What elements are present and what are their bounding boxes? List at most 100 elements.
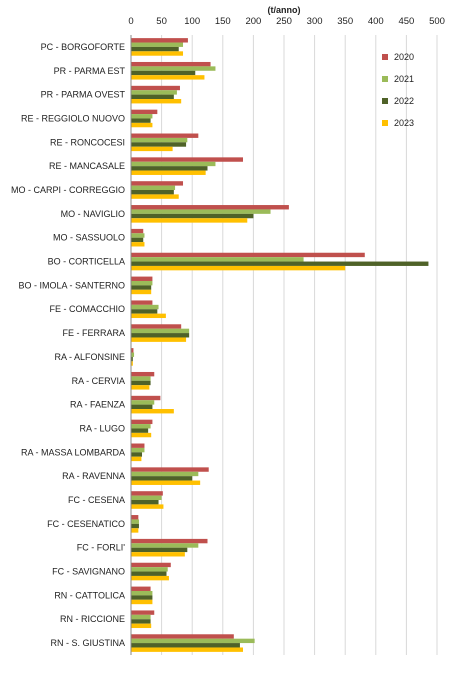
bar-2022 [131, 213, 254, 219]
category-label: RA - CERVIA [72, 376, 125, 386]
bar-2020 [131, 133, 199, 138]
category-label: FC - FORLI' [77, 543, 125, 553]
bar-2020 [131, 467, 209, 472]
bar-2021 [131, 304, 159, 310]
bar-2021 [131, 161, 216, 167]
bar-2022 [131, 404, 153, 410]
bar-2022 [131, 46, 179, 52]
category-label: RN - S. GIUSTINA [50, 638, 125, 648]
bar-2023 [131, 265, 346, 271]
bar-2023 [131, 99, 182, 104]
category-label: FE - FERRARA [62, 328, 125, 338]
bar-2020 [131, 324, 182, 329]
x-axis-ticks: 0 50 100 150 200 250 300 350 400 450 500 [128, 16, 445, 27]
bar-2022 [131, 476, 193, 481]
bar-2022 [131, 261, 429, 266]
category-label: RE - MANCASALE [49, 161, 125, 171]
bar-2022 [131, 380, 151, 386]
bar-2021 [131, 447, 145, 453]
bar-2021 [131, 543, 199, 548]
bar-2022 [131, 547, 188, 553]
bar-2023 [131, 146, 173, 152]
bar-2022 [131, 523, 139, 529]
x-tick-label: 300 [307, 16, 323, 27]
bar-2020 [131, 371, 155, 377]
bar-2022 [131, 118, 151, 123]
bar-2023 [131, 575, 169, 581]
category-label: RN - CATTOLICA [54, 590, 125, 600]
bar-2022 [131, 285, 152, 290]
bar-2023 [131, 528, 139, 533]
category-label: FC - SAVIGNANO [52, 567, 125, 577]
bar-2022 [131, 500, 159, 505]
bar-2022 [131, 309, 158, 314]
bar-2023 [131, 599, 153, 605]
bar-2023 [131, 385, 150, 390]
bar-2021 [131, 352, 135, 357]
bar-2021 [131, 376, 151, 381]
bar-2023 [131, 504, 164, 509]
bar-2023 [131, 289, 152, 295]
bar-2022 [131, 452, 143, 457]
legend: 2020 2021 2022 2023 [382, 52, 414, 128]
bar-2020 [131, 419, 153, 425]
bar-2022 [131, 619, 151, 624]
category-label: PC - BORGOFORTE [41, 42, 125, 52]
bar-2022 [131, 70, 196, 76]
legend-label: 2022 [394, 96, 414, 106]
legend-label: 2023 [394, 118, 414, 128]
bar-2023 [131, 75, 205, 80]
bar-2022 [131, 595, 153, 600]
bar-2023 [131, 51, 184, 56]
bar-2020 [131, 634, 234, 639]
bar-2023 [131, 122, 153, 128]
category-label: RA - MASSA LOMBARDA [21, 447, 125, 457]
bar-2021 [131, 495, 162, 500]
category-label: BO - CORTICELLA [48, 257, 125, 267]
x-tick-label: 350 [337, 16, 353, 27]
bar-2020 [131, 538, 208, 544]
bar-2022 [131, 428, 149, 433]
category-label: RN - RICCIONE [60, 614, 125, 624]
bar-2021 [131, 66, 216, 71]
bar-2020 [131, 61, 211, 67]
bar-2020 [131, 228, 144, 234]
bar-2021 [131, 328, 190, 334]
legend-swatch [382, 98, 388, 104]
bar-2023 [131, 194, 179, 199]
category-label: MO - CARPI - CORREGGIO [11, 185, 125, 195]
bar-2022 [131, 643, 240, 648]
bar-2023 [131, 242, 145, 247]
bar-2020 [131, 443, 145, 448]
bar-2021 [131, 590, 153, 596]
bar-2020 [131, 586, 151, 591]
category-label: RA - LUGO [79, 423, 125, 433]
x-tick-label: 100 [184, 16, 200, 27]
category-label: FE - COMACCHIO [50, 304, 126, 314]
bar-2020 [131, 205, 289, 210]
bar-2023 [131, 313, 166, 319]
category-label: FC - CESENA [68, 495, 125, 505]
category-labels: PC - BORGOFORTE PR - PARMA EST PR - PARMA … [11, 42, 126, 648]
legend-swatch [382, 54, 388, 60]
bar-2020 [131, 300, 153, 305]
bar-2021 [131, 400, 155, 405]
bar-2023 [131, 409, 174, 414]
bar-2020 [131, 85, 180, 91]
bar-2020 [131, 395, 161, 401]
bars [131, 38, 429, 652]
bar-2023 [131, 337, 187, 342]
bar-2021 [131, 280, 153, 286]
bar-2022 [131, 571, 167, 576]
x-tick-label: 150 [215, 16, 231, 27]
bar-2023 [131, 456, 142, 462]
x-tick-label: 0 [128, 16, 133, 27]
bar-2023 [131, 552, 185, 557]
x-tick-label: 450 [398, 16, 414, 27]
bar-2021 [131, 471, 199, 477]
axis-unit-label: (t/anno) [268, 5, 301, 15]
bar-2021 [131, 233, 145, 238]
x-tick-label: 250 [276, 16, 292, 27]
bar-2021 [131, 614, 151, 620]
